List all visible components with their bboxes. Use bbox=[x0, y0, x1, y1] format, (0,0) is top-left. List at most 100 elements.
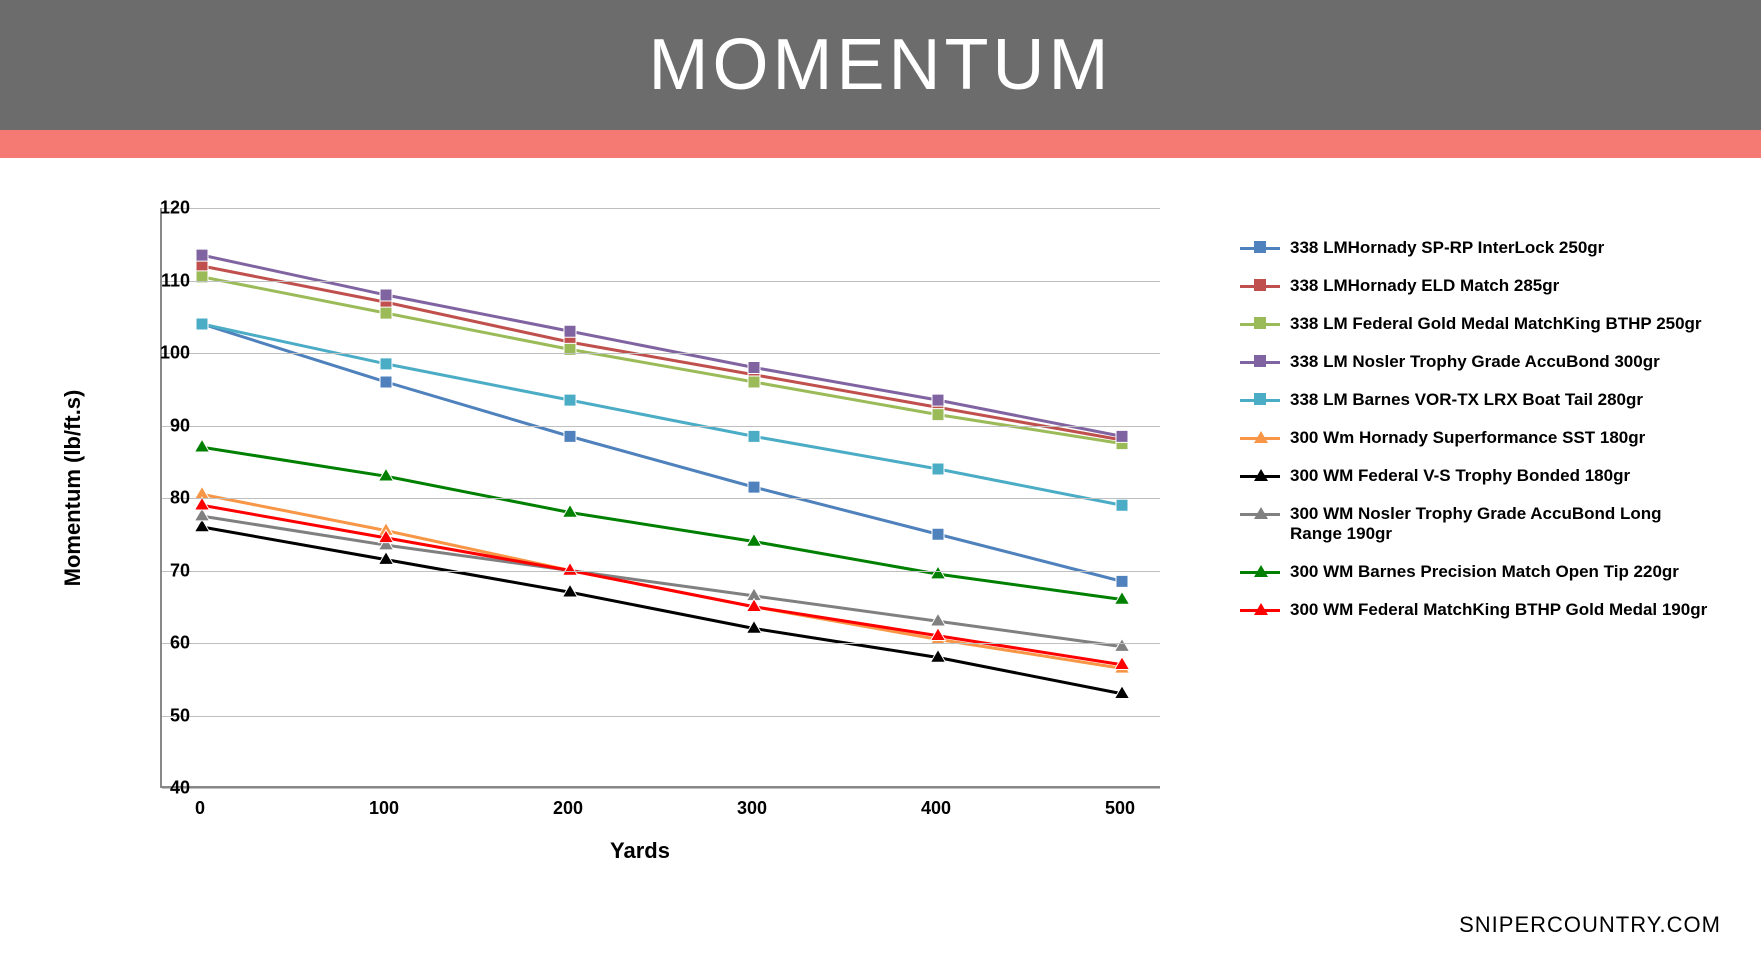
marker-square bbox=[1116, 575, 1128, 587]
marker-square bbox=[196, 260, 208, 272]
y-tick-label: 60 bbox=[140, 633, 190, 654]
legend-item: 338 LMHornady ELD Match 285gr bbox=[1240, 276, 1721, 296]
legend-item: 300 WM Federal MatchKing BTHP Gold Medal… bbox=[1240, 600, 1721, 620]
legend-item: 338 LM Nosler Trophy Grade AccuBond 300g… bbox=[1240, 352, 1721, 372]
legend-label: 300 WM Federal V-S Trophy Bonded 180gr bbox=[1290, 466, 1630, 486]
marker-square bbox=[932, 463, 944, 475]
triangle-icon bbox=[1254, 469, 1268, 481]
marker-square bbox=[380, 289, 392, 301]
legend-item: 300 Wm Hornady Superformance SST 180gr bbox=[1240, 428, 1721, 448]
x-axis-label: Yards bbox=[610, 838, 670, 864]
triangle-icon bbox=[1254, 603, 1268, 615]
legend-item: 338 LMHornady SP-RP InterLock 250gr bbox=[1240, 238, 1721, 258]
legend-label: 338 LMHornady SP-RP InterLock 250gr bbox=[1290, 238, 1604, 258]
legend-marker bbox=[1240, 507, 1280, 521]
marker-triangle bbox=[195, 439, 210, 452]
legend-marker bbox=[1240, 565, 1280, 579]
legend-marker bbox=[1240, 355, 1280, 369]
header-bar: MOMENTUM bbox=[0, 0, 1761, 130]
marker-square bbox=[564, 394, 576, 406]
legend: 338 LMHornady SP-RP InterLock 250gr 338 L… bbox=[1200, 188, 1721, 888]
legend-marker bbox=[1240, 469, 1280, 483]
legend-item: 300 WM Barnes Precision Match Open Tip 2… bbox=[1240, 562, 1721, 582]
legend-item: 338 LM Federal Gold Medal MatchKing BTHP… bbox=[1240, 314, 1721, 334]
marker-square bbox=[932, 394, 944, 406]
x-tick-label: 200 bbox=[553, 798, 583, 819]
marker-square bbox=[196, 249, 208, 261]
square-icon bbox=[1254, 355, 1266, 367]
square-icon bbox=[1254, 279, 1266, 291]
gridline bbox=[162, 788, 1160, 789]
gridline bbox=[162, 716, 1160, 717]
marker-square bbox=[564, 325, 576, 337]
y-tick-label: 110 bbox=[140, 270, 190, 291]
y-tick-label: 70 bbox=[140, 560, 190, 581]
legend-marker bbox=[1240, 317, 1280, 331]
triangle-icon bbox=[1254, 507, 1268, 519]
series-line bbox=[202, 527, 1122, 694]
content-area: Momentum (lb/ft.s) Yards 40 50 60 70 80 90 100… bbox=[0, 158, 1761, 948]
gridline bbox=[162, 571, 1160, 572]
x-tick-label: 300 bbox=[737, 798, 767, 819]
marker-square bbox=[748, 362, 760, 374]
marker-square bbox=[748, 376, 760, 388]
legend-label: 300 WM Federal MatchKing BTHP Gold Medal… bbox=[1290, 600, 1707, 620]
legend-label: 338 LMHornady ELD Match 285gr bbox=[1290, 276, 1559, 296]
legend-marker bbox=[1240, 241, 1280, 255]
y-tick-label: 50 bbox=[140, 705, 190, 726]
watermark: SNIPERCOUNTRY.COM bbox=[1459, 912, 1721, 938]
marker-square bbox=[196, 318, 208, 330]
y-tick-label: 90 bbox=[140, 415, 190, 436]
legend-item: 338 LM Barnes VOR-TX LRX Boat Tail 280gr bbox=[1240, 390, 1721, 410]
series-line bbox=[202, 324, 1122, 581]
marker-square bbox=[1116, 430, 1128, 442]
marker-square bbox=[380, 358, 392, 370]
marker-square bbox=[932, 409, 944, 421]
legend-label: 338 LM Nosler Trophy Grade AccuBond 300g… bbox=[1290, 352, 1660, 372]
y-tick-label: 80 bbox=[140, 488, 190, 509]
legend-item: 300 WM Federal V-S Trophy Bonded 180gr bbox=[1240, 466, 1721, 486]
legend-item: 300 WM Nosler Trophy Grade AccuBond Long… bbox=[1240, 504, 1721, 544]
x-tick-label: 500 bbox=[1105, 798, 1135, 819]
square-icon bbox=[1254, 317, 1266, 329]
plot-area bbox=[160, 208, 1160, 788]
square-icon bbox=[1254, 393, 1266, 405]
series-line bbox=[202, 505, 1122, 665]
x-tick-label: 100 bbox=[369, 798, 399, 819]
legend-marker bbox=[1240, 279, 1280, 293]
y-tick-label: 40 bbox=[140, 778, 190, 799]
x-tick-label: 400 bbox=[921, 798, 951, 819]
gridline bbox=[162, 353, 1160, 354]
y-axis-label: Momentum (lb/ft.s) bbox=[60, 390, 86, 587]
marker-square bbox=[564, 430, 576, 442]
legend-marker bbox=[1240, 431, 1280, 445]
marker-square bbox=[932, 528, 944, 540]
chart-container: Momentum (lb/ft.s) Yards 40 50 60 70 80 90 100… bbox=[40, 188, 1200, 888]
x-tick-label: 0 bbox=[195, 798, 205, 819]
legend-label: 300 Wm Hornady Superformance SST 180gr bbox=[1290, 428, 1645, 448]
y-tick-label: 120 bbox=[140, 198, 190, 219]
marker-square bbox=[380, 376, 392, 388]
marker-square bbox=[380, 307, 392, 319]
gridline bbox=[162, 643, 1160, 644]
page-title: MOMENTUM bbox=[649, 24, 1113, 106]
legend-label: 300 WM Nosler Trophy Grade AccuBond Long… bbox=[1290, 504, 1710, 544]
legend-label: 300 WM Barnes Precision Match Open Tip 2… bbox=[1290, 562, 1679, 582]
square-icon bbox=[1254, 241, 1266, 253]
gridline bbox=[162, 498, 1160, 499]
legend-label: 338 LM Federal Gold Medal MatchKing BTHP… bbox=[1290, 314, 1702, 334]
marker-square bbox=[1116, 499, 1128, 511]
gridline bbox=[162, 208, 1160, 209]
y-tick-label: 100 bbox=[140, 343, 190, 364]
series-line bbox=[202, 447, 1122, 599]
marker-square bbox=[748, 430, 760, 442]
gridline bbox=[162, 426, 1160, 427]
triangle-icon bbox=[1254, 565, 1268, 577]
gridline bbox=[162, 281, 1160, 282]
accent-bar bbox=[0, 130, 1761, 158]
legend-label: 338 LM Barnes VOR-TX LRX Boat Tail 280gr bbox=[1290, 390, 1643, 410]
legend-marker bbox=[1240, 603, 1280, 617]
series-line bbox=[202, 255, 1122, 436]
triangle-icon bbox=[1254, 431, 1268, 443]
marker-square bbox=[748, 481, 760, 493]
